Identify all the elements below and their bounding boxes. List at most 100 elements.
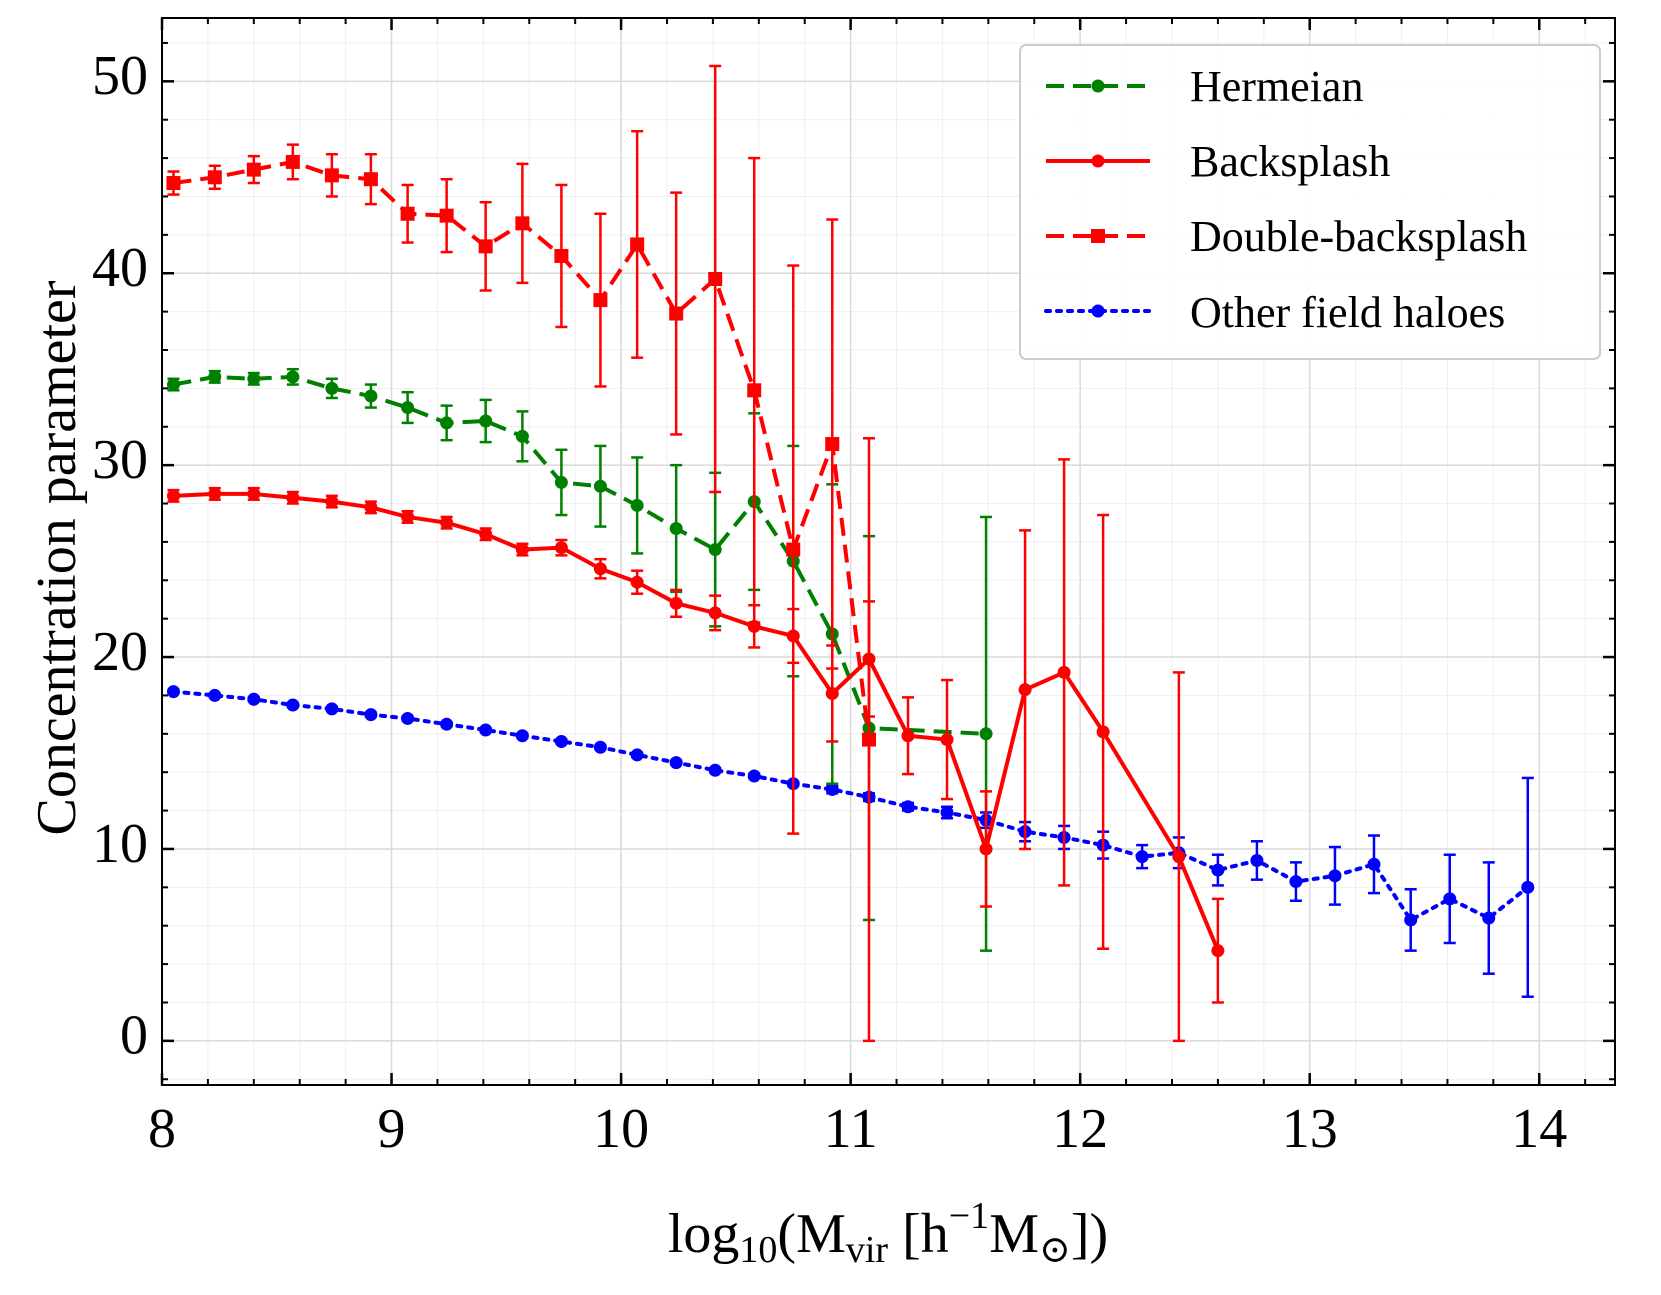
data-point (862, 652, 876, 666)
data-point (363, 172, 378, 187)
data-point (747, 619, 761, 633)
data-point (400, 206, 415, 221)
data-point (325, 381, 339, 395)
data-point (515, 729, 529, 743)
data-point (440, 717, 454, 731)
data-point (166, 489, 180, 503)
data-point (401, 510, 415, 524)
data-point (247, 372, 261, 386)
data-point (554, 248, 569, 263)
data-point (515, 543, 529, 557)
data-point (747, 769, 761, 783)
series-double-backsplash (166, 64, 876, 1043)
data-point (1057, 665, 1071, 679)
data-point (747, 383, 762, 398)
data-point (1211, 863, 1225, 877)
x-label-mid: (M (777, 1203, 845, 1265)
data-point (1211, 944, 1225, 958)
data-point (325, 495, 339, 509)
data-point (593, 562, 607, 576)
legend-label-backsplash: Backsplash (1190, 137, 1390, 186)
data-point (979, 842, 993, 856)
data-point (364, 389, 378, 403)
x-label-sub2: vir (846, 1229, 889, 1271)
x-tick-label: 11 (824, 1098, 878, 1160)
data-point (478, 239, 493, 254)
data-point (825, 782, 839, 796)
data-point (479, 527, 493, 541)
x-tick-label: 12 (1052, 1098, 1108, 1160)
data-point (246, 162, 261, 177)
data-point (861, 732, 876, 747)
data-point (479, 723, 493, 737)
data-point (708, 271, 723, 286)
data-point (786, 629, 800, 643)
data-point (669, 306, 684, 321)
x-label-suffix: ]) (1071, 1203, 1108, 1265)
data-point (440, 416, 454, 430)
data-point (554, 734, 568, 748)
data-point (1328, 869, 1342, 883)
series-layer (166, 64, 1535, 1043)
data-point (554, 475, 568, 489)
data-point (440, 516, 454, 530)
legend: Hermeian Backsplash Double-backsplash Ot… (1019, 44, 1601, 360)
y-tick-label: 0 (120, 1005, 148, 1067)
data-point (247, 487, 261, 501)
x-label-prefix: log (668, 1203, 740, 1265)
data-point (166, 378, 180, 392)
data-point (401, 711, 415, 725)
y-tick-label: 30 (92, 429, 148, 491)
data-point (786, 542, 801, 557)
data-point (1096, 725, 1110, 739)
data-point (364, 708, 378, 722)
data-point (208, 688, 222, 702)
x-tick-label: 9 (378, 1098, 406, 1160)
data-point (630, 575, 644, 589)
y-axis-label: Concentration parameter (26, 280, 88, 835)
x-tick-label: 10 (593, 1098, 649, 1160)
data-point (669, 756, 683, 770)
data-point (515, 429, 529, 443)
legend-marker-2 (1091, 154, 1105, 168)
data-point (1443, 892, 1457, 906)
data-point (1172, 850, 1186, 864)
data-point (630, 498, 644, 512)
axis-ticks (160, 18, 1615, 1085)
data-point (901, 729, 915, 743)
data-point (1135, 850, 1149, 864)
tick-labels: 8 9 10 11 12 13 14 0 10 20 30 40 50 (92, 45, 1567, 1160)
plot-frame (161, 17, 1616, 1086)
data-point (669, 521, 683, 535)
data-point (286, 370, 300, 384)
legend-label-hermeian: Hermeian (1190, 62, 1363, 111)
data-point (708, 543, 722, 557)
legend-marker-1 (1091, 79, 1105, 93)
data-point (166, 176, 181, 191)
data-point (825, 437, 840, 452)
data-point (593, 479, 607, 493)
data-point (515, 216, 530, 231)
series-backsplash (166, 458, 1225, 1043)
data-point (207, 170, 222, 185)
data-point (940, 805, 954, 819)
data-point (325, 702, 339, 716)
y-tick-label: 10 (92, 813, 148, 875)
data-point (979, 727, 993, 741)
x-tick-label: 14 (1511, 1098, 1567, 1160)
x-label-sub3: ⊙ (1039, 1229, 1071, 1271)
x-label-sub1: 10 (739, 1229, 777, 1271)
data-point (1289, 875, 1303, 889)
x-label-mid2: [h (888, 1203, 949, 1265)
x-label-sup: −1 (949, 1195, 989, 1237)
x-tick-label: 8 (148, 1098, 176, 1160)
data-point (630, 748, 644, 762)
data-point (1018, 683, 1032, 697)
data-point (901, 800, 915, 814)
data-point (669, 596, 683, 610)
data-point (708, 763, 722, 777)
y-tick-label: 40 (92, 237, 148, 299)
data-point (479, 414, 493, 428)
data-point (364, 500, 378, 514)
